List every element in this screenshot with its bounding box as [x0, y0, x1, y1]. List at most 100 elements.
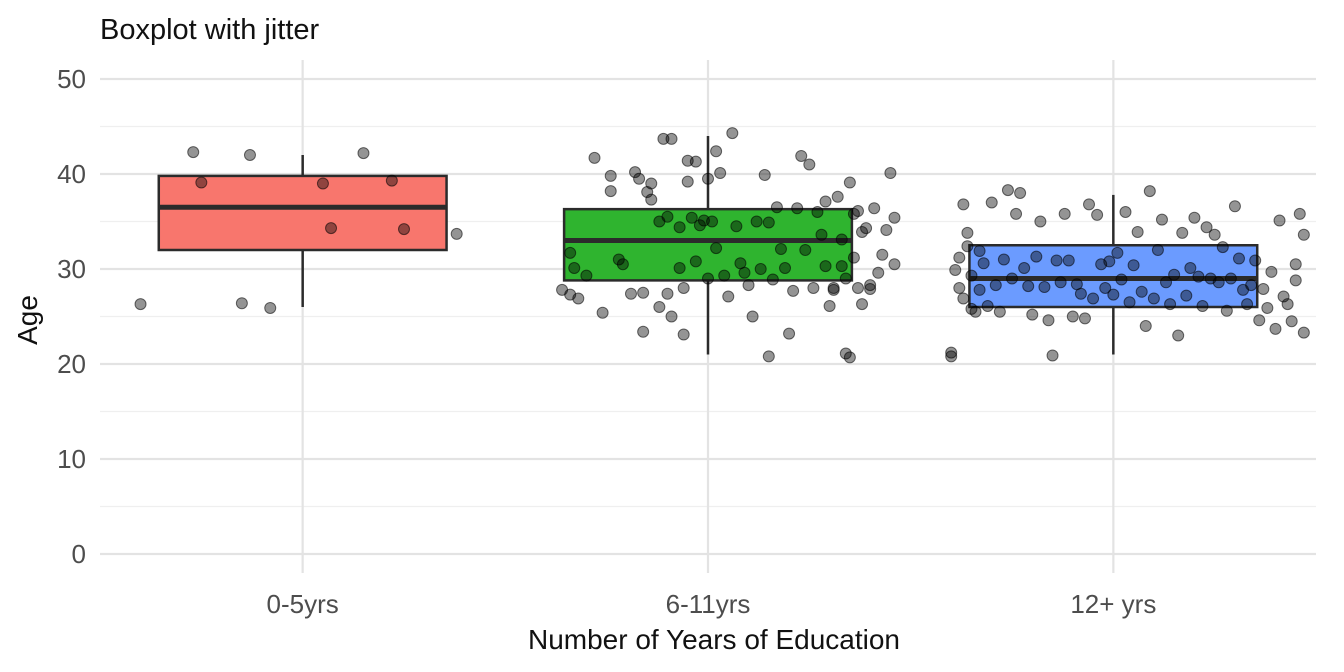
jitter-point: [685, 211, 698, 224]
jitter-point: [1131, 225, 1144, 238]
jitter-point: [1119, 206, 1132, 218]
jitter-point: [787, 284, 800, 297]
jitter-point: [1188, 211, 1201, 224]
jitter-point: [811, 206, 824, 218]
jitter-point: [993, 305, 1006, 318]
chart-title: Boxplot with jitter: [100, 14, 320, 46]
jitter-point: [1038, 281, 1051, 294]
jitter-point: [876, 248, 889, 261]
jitter-point: [1281, 298, 1294, 311]
x-tick-label: 6-11yrs: [666, 589, 751, 619]
jitter-point: [645, 193, 658, 206]
jitter-point: [1066, 310, 1079, 323]
jitter-point: [1160, 276, 1173, 289]
jitter-point: [1192, 270, 1205, 283]
jitter-point: [754, 263, 767, 275]
jitter-point: [325, 222, 338, 235]
jitter-point: [977, 257, 990, 270]
jitter-point: [1220, 304, 1233, 317]
jitter-point: [1099, 282, 1112, 294]
jitter-point: [612, 253, 625, 266]
jitter-point: [949, 263, 962, 276]
y-tick-label: 20: [57, 349, 86, 379]
jitter-point: [633, 172, 646, 185]
jitter-point: [1034, 215, 1047, 228]
jitter-point: [799, 244, 812, 256]
jitter-point: [710, 145, 723, 158]
jitter-point: [746, 310, 759, 323]
jitter-point: [1269, 322, 1282, 335]
jitter-point: [851, 282, 864, 294]
jitter-point: [835, 233, 848, 246]
jitter-point: [953, 282, 966, 294]
jitter-point: [973, 244, 986, 257]
jitter-point: [1155, 213, 1168, 226]
jitter-point: [835, 260, 848, 273]
jitter-point: [985, 196, 998, 209]
jitter-point: [1018, 262, 1031, 275]
jitter-point: [187, 146, 200, 159]
jitter-point: [235, 297, 248, 310]
jitter-point: [969, 305, 982, 318]
jitter-point: [1265, 265, 1278, 278]
jitter-point: [839, 272, 852, 285]
jitter-point: [831, 190, 844, 203]
jitter-point: [819, 195, 832, 208]
jitter-point: [1224, 272, 1237, 285]
y-tick-label: 30: [57, 254, 86, 284]
jitter-point: [689, 155, 702, 168]
jitter-point: [981, 300, 994, 313]
jitter-point: [872, 266, 885, 279]
jitter-point: [1184, 262, 1197, 275]
jitter-point: [702, 272, 714, 285]
jitter-point: [819, 260, 832, 273]
jitter-point: [681, 175, 694, 188]
jitter-point: [973, 283, 986, 296]
jitter-point: [1253, 314, 1266, 327]
jitter-point: [604, 169, 617, 182]
y-tick-label: 50: [57, 64, 86, 94]
jitter-point: [1168, 268, 1181, 281]
jitter-point: [965, 269, 978, 282]
jitter-point: [661, 287, 674, 300]
jitter-point: [868, 202, 881, 215]
jitter-point: [1127, 259, 1140, 272]
jitter-point: [738, 266, 751, 279]
jitter-point: [843, 351, 856, 364]
jitter-point: [616, 258, 629, 271]
jitter-point: [1046, 349, 1059, 362]
jitter-point: [398, 223, 410, 236]
jitter-point: [1078, 312, 1091, 325]
jitter-point: [888, 211, 901, 224]
jitter-point: [572, 292, 585, 305]
jitter-point: [1172, 329, 1185, 342]
jitter-point: [718, 269, 731, 282]
jitter-point: [742, 279, 755, 292]
jitter-point: [588, 151, 601, 164]
y-tick-label: 0: [72, 539, 86, 569]
jitter-point: [637, 325, 650, 338]
jitter-point: [961, 240, 974, 253]
jitter-point: [673, 262, 686, 275]
jitter-point: [880, 224, 893, 237]
jitter-point: [1058, 207, 1071, 220]
jitter-point: [665, 132, 678, 145]
jitter-point: [243, 149, 256, 161]
jitter-point: [316, 177, 329, 190]
jitter-point: [851, 205, 864, 218]
jitter-point: [568, 262, 581, 275]
jitter-point: [1273, 214, 1286, 227]
jitter-point: [783, 327, 796, 340]
y-axis-ticks: 0 10 20 30 40 50: [57, 64, 86, 569]
jitter-point: [1257, 282, 1270, 295]
jitter-point: [673, 221, 686, 234]
jitter-point: [1164, 298, 1177, 311]
jitter-point: [750, 215, 763, 228]
jitter-point: [795, 149, 808, 162]
jitter-point: [1232, 252, 1245, 265]
y-tick-label: 40: [57, 159, 86, 189]
jitter-point: [645, 177, 658, 190]
jitter-point: [1074, 287, 1087, 300]
jitter-point: [1245, 279, 1258, 292]
